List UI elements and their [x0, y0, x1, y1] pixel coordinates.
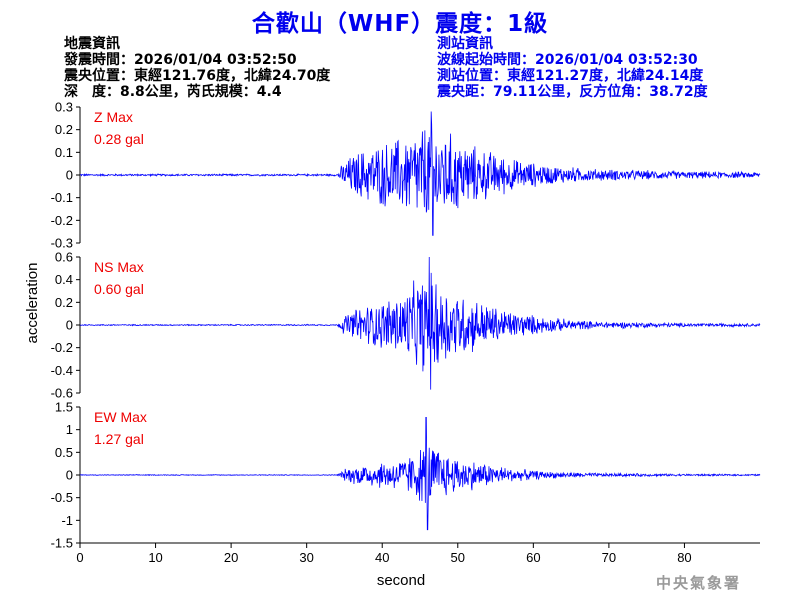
station-info-heading: 測站資訊 — [437, 36, 493, 52]
y-tick-label: -0.2 — [51, 340, 73, 355]
agency-watermark: 中央氣象署 — [656, 574, 742, 592]
waveform-trace-z — [79, 111, 761, 236]
y-tick-label: 0 — [66, 168, 73, 183]
y-tick-label: 0.6 — [55, 250, 73, 265]
max-value-ns: 0.60 gal — [94, 281, 144, 297]
depth-magnitude: 深 度：8.8公里，芮氏規模：4.4 — [64, 84, 282, 100]
x-tick-label: 50 — [451, 550, 465, 565]
y-tick-label: 1 — [66, 422, 73, 437]
y-tick-label: -1.5 — [51, 536, 73, 551]
y-tick-label: -0.6 — [51, 386, 73, 401]
event-info-block: 地震資訊 發震時間：2026/01/04 03:52:50 震央位置：東經121… — [64, 36, 330, 100]
y-tick-label: -0.1 — [51, 190, 73, 205]
x-tick-label: 60 — [526, 550, 540, 565]
y-tick-label: -0.5 — [51, 490, 73, 505]
station-info-block: 測站資訊 波線起始時間：2026/01/04 03:52:30 測站位置：東經1… — [437, 36, 708, 100]
y-tick-label: 0.4 — [55, 272, 73, 287]
y-tick-label: -1 — [61, 513, 73, 528]
distance-azimuth: 震央距：79.11公里，反方位角：38.72度 — [437, 84, 708, 100]
waveform-trace-ns — [79, 256, 761, 390]
max-label-ew: EW Max — [94, 409, 147, 425]
event-info-heading: 地震資訊 — [64, 36, 120, 52]
max-label-z: Z Max — [94, 109, 133, 125]
y-tick-label: -0.3 — [51, 236, 73, 251]
y-tick-label: 0.1 — [55, 145, 73, 160]
origin-time: 發震時間：2026/01/04 03:52:50 — [64, 52, 297, 68]
max-value-ew: 1.27 gal — [94, 431, 144, 447]
y-tick-label: 0.2 — [55, 122, 73, 137]
chart-title: 合歡山（WHF）震度：1級 — [251, 11, 549, 37]
y-tick-label: 0 — [66, 468, 73, 483]
x-tick-label: 0 — [76, 550, 83, 565]
x-tick-label: 10 — [148, 550, 162, 565]
y-tick-label: 0.3 — [55, 100, 73, 115]
y-tick-label: -0.2 — [51, 213, 73, 228]
x-tick-label: 30 — [299, 550, 313, 565]
x-axis-title: second — [377, 572, 425, 589]
epicenter-location: 震央位置：東經121.76度，北緯24.70度 — [64, 68, 331, 84]
wave-start-time: 波線起始時間：2026/01/04 03:52:30 — [437, 52, 698, 68]
max-label-ns: NS Max — [94, 259, 144, 275]
y-axis-title: acceleration — [24, 263, 41, 344]
y-tick-label: 1.5 — [55, 400, 73, 415]
waveform-trace-ew — [79, 417, 761, 531]
station-location: 測站位置：東經121.27度，北緯24.14度 — [437, 68, 704, 84]
x-tick-label: 70 — [602, 550, 616, 565]
max-value-z: 0.28 gal — [94, 131, 144, 147]
x-tick-label: 20 — [224, 550, 238, 565]
x-tick-label: 40 — [375, 550, 389, 565]
y-tick-label: 0.2 — [55, 295, 73, 310]
y-tick-label: 0.5 — [55, 445, 73, 460]
x-tick-label: 80 — [677, 550, 691, 565]
y-tick-label: 0 — [66, 318, 73, 333]
y-tick-label: -0.4 — [51, 363, 73, 378]
